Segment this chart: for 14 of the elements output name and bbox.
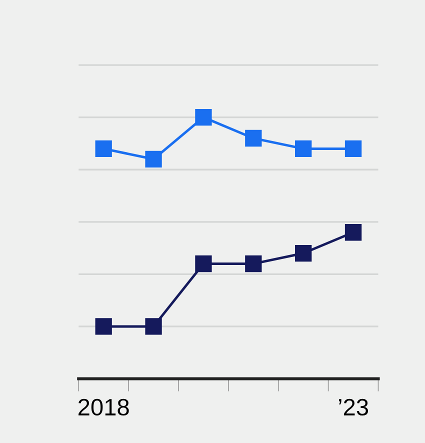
point <box>145 318 162 335</box>
point <box>295 140 312 158</box>
point <box>145 150 162 168</box>
point <box>245 255 262 272</box>
point <box>245 130 262 147</box>
x-tick-label: 2018 <box>78 398 129 416</box>
point <box>344 224 362 241</box>
point <box>95 318 112 335</box>
point <box>295 244 312 262</box>
point <box>195 108 212 126</box>
point <box>195 255 212 272</box>
point <box>95 140 112 158</box>
x-tick-label: ’23 <box>338 398 368 416</box>
point <box>344 140 362 158</box>
